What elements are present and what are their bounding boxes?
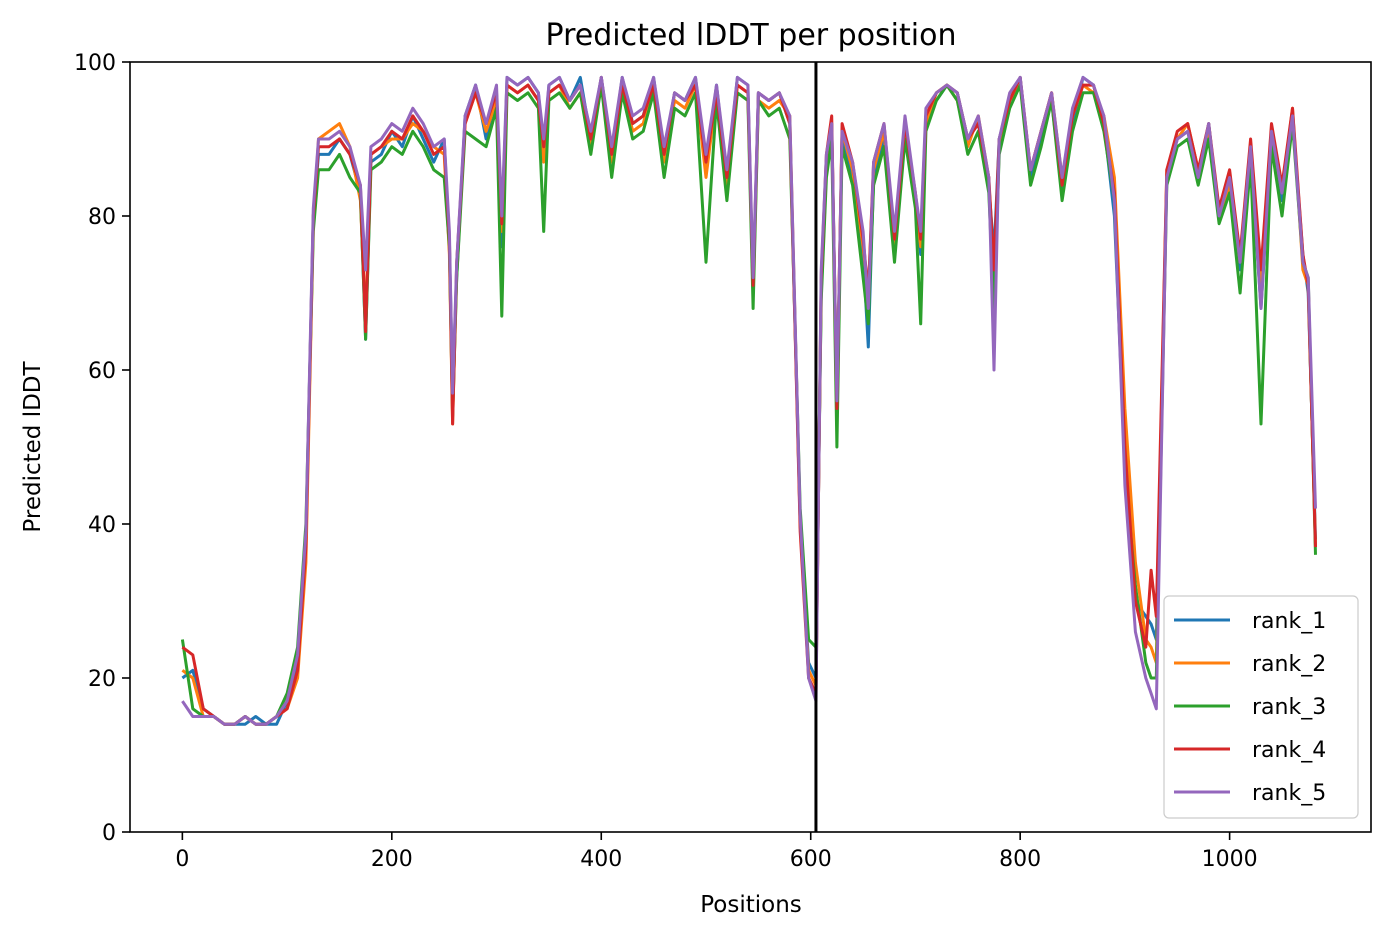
y-axis-label: Predicted lDDT (20, 360, 46, 532)
series-line-rank_5 (181, 75, 1317, 726)
x-tick-label: 400 (580, 847, 622, 872)
y-tick-label: 20 (88, 667, 116, 692)
legend-label-rank_2: rank_2 (1252, 652, 1326, 677)
x-tick-label: 200 (371, 847, 413, 872)
legend-box (1163, 595, 1359, 819)
legend-label-rank_5: rank_5 (1252, 781, 1326, 806)
legend-label-rank_3: rank_3 (1252, 695, 1326, 720)
y-tick-label: 80 (88, 205, 116, 230)
x-tick-label: 0 (175, 847, 189, 872)
x-tick-label: 1000 (1202, 847, 1258, 872)
x-tick-label: 600 (790, 847, 832, 872)
x-axis: 0 200 400 600 800 1000 (175, 832, 1258, 872)
plot-frame (129, 61, 1372, 833)
y-tick-label: 100 (74, 51, 116, 76)
legend-label-rank_4: rank_4 (1252, 738, 1326, 763)
x-axis-label: Positions (700, 892, 802, 918)
series-layer (180, 75, 1317, 726)
x-tick-label: 800 (999, 847, 1041, 872)
y-tick-label: 60 (88, 359, 116, 384)
y-axis: 0 20 40 60 80 100 (74, 51, 130, 846)
legend-label-rank_1: rank_1 (1252, 609, 1326, 634)
y-tick-label: 40 (88, 513, 116, 538)
y-tick-label: 0 (102, 821, 116, 846)
chart-title: Predicted lDDT per position (546, 18, 957, 53)
legend: rank_1 rank_2 rank_3 rank_4 rank_5 (1163, 595, 1359, 819)
